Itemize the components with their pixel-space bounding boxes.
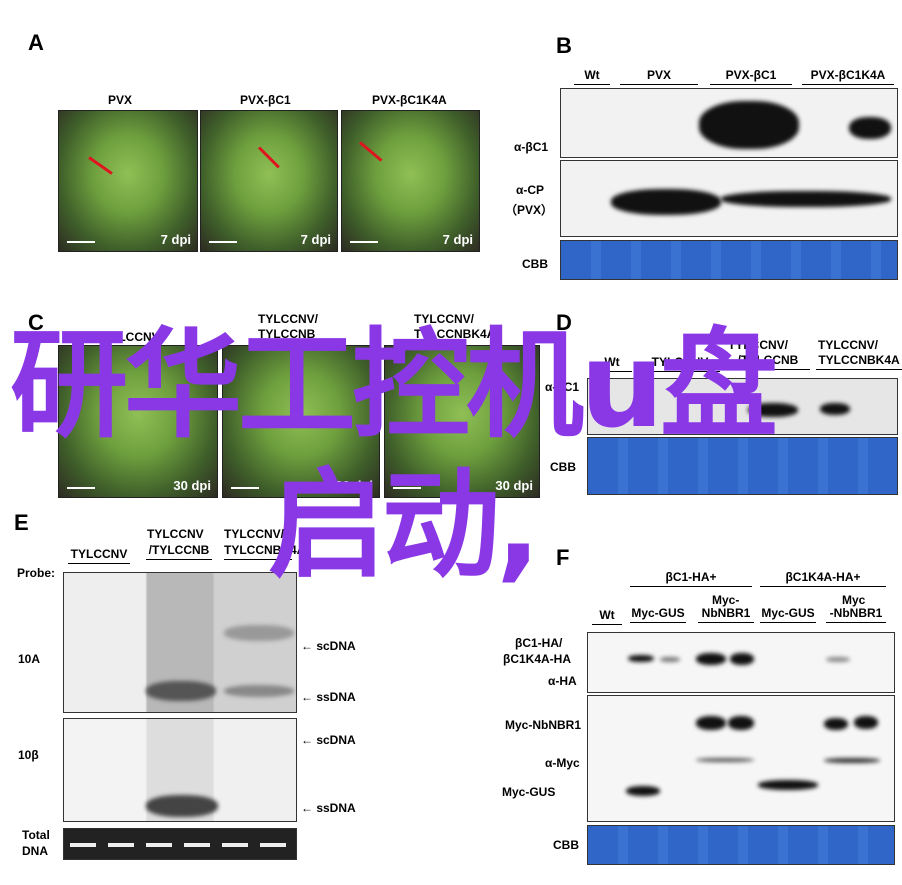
lane-d-b-2: /TYLCCNB xyxy=(726,353,810,370)
lane-d-b-1: TYLCCNV/ xyxy=(728,338,788,352)
row-f-bc1-k4a-ha: βC1K4A-HA xyxy=(503,652,571,666)
mark-scdna-2: ← scDNA xyxy=(301,733,356,747)
title-pvx-bc1: PVX-βC1 xyxy=(240,93,291,107)
panel-c-label: C xyxy=(28,310,44,335)
row-f-amyc: α-Myc xyxy=(545,756,580,770)
lane-f-nbr1-1a: Myc- xyxy=(712,593,740,607)
panel-e-label: E xyxy=(14,510,29,535)
title-pvx-bc1-k4a: PVX-βC1K4A xyxy=(372,93,447,107)
plant-image-tylccnv: 30 dpi xyxy=(58,345,218,498)
mark-ssdna-2: ← ssDNA xyxy=(301,801,356,815)
row-label-abc1: α-βC1 xyxy=(514,140,549,154)
plant-image-pvx-bc1-k4a: 7 dpi xyxy=(341,110,480,252)
plant-image-pvx: 7 dpi xyxy=(58,110,198,252)
row-label-pvx: （PVX） xyxy=(505,203,554,217)
title-tylccnv-b-2: TYLCCNB xyxy=(258,327,316,341)
lane-e-b-1: TYLCCNV xyxy=(147,527,204,541)
lane-f-gus-1: Myc-GUS xyxy=(630,606,686,623)
title-tylccnv-k4a-2: TYLCCNBK4A xyxy=(414,327,496,341)
mark-ssdna-1: ← ssDNA xyxy=(301,690,356,704)
plant-image-tylccnv-tylccnb-k4a: 30 dpi xyxy=(384,345,540,498)
lane-f-wt: Wt xyxy=(592,608,622,625)
plant-image-tylccnv-tylccnb: 30 dpi xyxy=(222,345,380,498)
western-blot-acp xyxy=(560,160,898,237)
lane-d-wt: Wt xyxy=(592,355,632,372)
cbb-stain-b xyxy=(560,240,898,280)
southern-blot-10b xyxy=(63,718,297,822)
panel-f-label: F xyxy=(556,545,570,570)
lane-f-nbr1-2b: -NbNBR1 xyxy=(826,606,886,623)
western-blot-abc1 xyxy=(560,88,898,158)
row-f-nbnbr1: Myc-NbNBR1 xyxy=(505,718,582,732)
title-pvx: PVX xyxy=(108,93,133,107)
lane-d-k4a-2: TYLCCNBK4A xyxy=(816,353,902,370)
lane-f-gus-2: Myc-GUS xyxy=(760,606,816,623)
row-f-bc1-ha: βC1-HA/ xyxy=(515,636,563,650)
lane-wt: Wt xyxy=(574,68,610,85)
cbb-stain-f xyxy=(587,825,895,865)
southern-blot-10a xyxy=(63,572,297,713)
western-blot-d xyxy=(587,378,898,435)
lane-pvx-bc1-k4a: PVX-βC1K4A xyxy=(802,68,894,85)
total-dna-gel xyxy=(63,828,297,860)
plant-image-pvx-bc1: 7 dpi xyxy=(200,110,338,252)
row-label-dna: DNA xyxy=(22,844,48,858)
panel-b-label: B xyxy=(556,33,572,58)
lane-pvx: PVX xyxy=(620,68,698,85)
lane-f-nbr1-1b: NbNBR1 xyxy=(698,606,754,623)
panel-a-label: A xyxy=(28,30,44,55)
row-label-total: Total xyxy=(22,828,50,842)
lane-e-b-2: /TYLCCNB xyxy=(146,543,212,560)
lane-pvx-bc1: PVX-βC1 xyxy=(710,68,792,85)
lane-e-tylccnv: TYLCCNV xyxy=(68,547,130,564)
row-label-d-cbb: CBB xyxy=(550,460,576,474)
lane-f-nbr1-2a: Myc xyxy=(842,593,866,607)
group-bc1-k4a-ha: βC1K4A-HA+ xyxy=(760,570,886,587)
watermark-line-1: 研华工控机u盘 xyxy=(10,316,778,454)
row-label-d-abc1: α-βC1 xyxy=(545,380,580,394)
panel-d-label: D xyxy=(556,310,572,335)
row-f-cbb: CBB xyxy=(553,838,579,852)
title-tylccnv-b-1: TYLCCNV/ xyxy=(258,312,318,326)
title-tylccnv-k4a-1: TYLCCNV/ xyxy=(414,312,474,326)
row-label-cbb: CBB xyxy=(522,257,548,271)
lane-d-tylccnv: TYLCCNV xyxy=(640,355,720,372)
probe-label: Probe: xyxy=(17,566,56,580)
cbb-stain-d xyxy=(587,437,898,495)
row-label-10a: 10A xyxy=(18,652,41,666)
row-f-aha: α-HA xyxy=(548,674,577,688)
lane-d-k4a-1: TYLCCNV/ xyxy=(818,338,878,352)
row-f-mycgus: Myc-GUS xyxy=(502,785,556,799)
western-blot-amyc xyxy=(587,695,895,822)
mark-scdna-1: ← scDNA xyxy=(301,639,356,653)
lane-e-k4a-2: TYLCCNBK4A xyxy=(224,543,305,560)
watermark-line-2: 启动, xyxy=(268,456,541,594)
western-blot-aha xyxy=(587,632,895,693)
row-label-acp: α-CP xyxy=(516,183,545,197)
lane-e-k4a-1: TYLCCNV/ xyxy=(224,527,284,541)
row-label-10b: 10β xyxy=(18,748,39,762)
title-tylccnv: TYLCCNV xyxy=(103,330,160,344)
group-bc1-ha: βC1-HA+ xyxy=(630,570,752,587)
